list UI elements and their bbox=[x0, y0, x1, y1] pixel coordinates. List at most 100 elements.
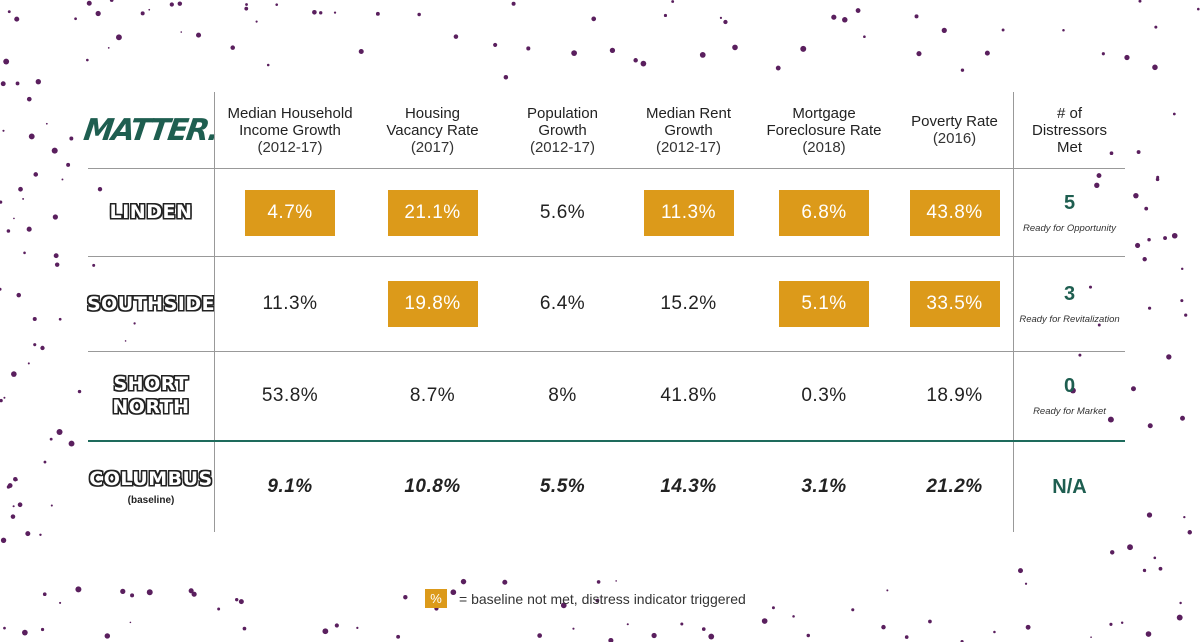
value-cell: 5.1% bbox=[752, 257, 896, 351]
value-cell: 10.8% bbox=[365, 442, 500, 532]
distressor-cell: 3 Ready for Revitalization bbox=[1013, 257, 1125, 351]
splatter-dot bbox=[526, 46, 531, 51]
value-cell: 11.3% bbox=[625, 169, 752, 256]
splatter-dot bbox=[3, 626, 6, 630]
value-cell: 19.8% bbox=[365, 257, 500, 351]
splatter-dot bbox=[831, 14, 837, 20]
value-cell: 9.1% bbox=[214, 442, 365, 532]
splatter-dot bbox=[358, 49, 364, 55]
triggered-value: 6.8% bbox=[779, 189, 869, 236]
splatter-dot bbox=[238, 599, 244, 605]
splatter-dot bbox=[255, 20, 258, 23]
splatter-dot bbox=[417, 12, 421, 17]
readiness-label: Ready for Revitalization bbox=[1019, 314, 1120, 325]
splatter-dot bbox=[503, 74, 509, 80]
distress-table: MATTER. Median Household Income Growth (2… bbox=[82, 92, 1125, 532]
splatter-dot bbox=[626, 623, 629, 626]
splatter-dot bbox=[493, 42, 498, 47]
splatter-dot bbox=[86, 0, 92, 6]
value-cell: 53.8% bbox=[214, 352, 365, 440]
splatter-dot bbox=[1183, 515, 1186, 519]
splatter-dot bbox=[22, 629, 28, 636]
splatter-dot bbox=[792, 615, 795, 618]
value-cell: 5.5% bbox=[500, 442, 625, 532]
splatter-dot bbox=[537, 633, 542, 638]
splatter-dot bbox=[120, 588, 126, 594]
splatter-dot bbox=[61, 178, 64, 181]
splatter-dot bbox=[1107, 416, 1114, 423]
splatter-dot bbox=[460, 578, 467, 585]
column-header: Median Household Income Growth (2012-17) bbox=[214, 92, 365, 168]
splatter-dot bbox=[115, 34, 122, 41]
splatter-dot bbox=[39, 533, 42, 536]
splatter-dot bbox=[7, 10, 11, 14]
splatter-dot bbox=[0, 200, 3, 204]
value: 8% bbox=[548, 385, 577, 406]
splatter-dot bbox=[319, 11, 323, 15]
splatter-dot bbox=[16, 292, 21, 298]
splatter-dot bbox=[75, 586, 82, 593]
value-cell: 4.7% bbox=[214, 169, 365, 256]
splatter-dot bbox=[17, 502, 23, 508]
neighborhood-name: SOUTHSIDE bbox=[86, 292, 216, 315]
splatter-dot bbox=[23, 251, 26, 255]
column-period: (2017) bbox=[410, 138, 455, 156]
table-row: LINDEN 4.7% 21.1% 5.6% 11.3% 6.8% 43.8% 5 Ready … bbox=[88, 169, 1125, 257]
splatter-dot bbox=[1180, 415, 1185, 421]
splatter-dot bbox=[1025, 624, 1031, 630]
splatter-dot bbox=[1101, 52, 1105, 56]
neighborhood-name: COLUMBUS bbox=[89, 468, 213, 490]
splatter-dot bbox=[25, 531, 31, 537]
splatter-dot bbox=[45, 122, 48, 125]
splatter-dot bbox=[1180, 267, 1184, 271]
splatter-dot bbox=[85, 58, 89, 62]
splatter-dot bbox=[77, 389, 82, 394]
value-cell: 21.1% bbox=[365, 169, 500, 256]
splatter-dot bbox=[58, 317, 62, 321]
triggered-value: 21.1% bbox=[387, 189, 478, 236]
splatter-dot bbox=[51, 147, 58, 154]
splatter-dot bbox=[1166, 354, 1172, 360]
splatter-dot bbox=[6, 229, 11, 233]
splatter-dot bbox=[723, 19, 728, 25]
splatter-dot bbox=[1187, 530, 1192, 535]
splatter-dot bbox=[916, 51, 922, 57]
splatter-dot bbox=[33, 172, 39, 177]
column-header: Mortgage Foreclosure Rate (2018) bbox=[752, 92, 896, 168]
splatter-dot bbox=[40, 345, 45, 351]
distressor-cell: N/A bbox=[1013, 442, 1125, 532]
value: 8.7% bbox=[409, 385, 456, 406]
splatter-dot bbox=[453, 34, 459, 39]
value-cell: 33.5% bbox=[896, 257, 1013, 351]
splatter-dot bbox=[1062, 29, 1065, 32]
splatter-dot bbox=[26, 226, 32, 232]
splatter-dot bbox=[191, 591, 197, 597]
value-cell: 14.3% bbox=[625, 442, 752, 532]
baseline-label: (baseline) bbox=[127, 495, 175, 506]
value-cell: 6.8% bbox=[752, 169, 896, 256]
value-cell: 8.7% bbox=[365, 352, 500, 440]
splatter-dot bbox=[1158, 566, 1163, 571]
splatter-dot bbox=[640, 60, 647, 67]
splatter-dot bbox=[92, 263, 96, 267]
splatter-dot bbox=[886, 589, 889, 592]
splatter-dot bbox=[334, 623, 339, 628]
value: 3.1% bbox=[801, 476, 847, 497]
value: 18.9% bbox=[926, 385, 983, 406]
splatter-dot bbox=[904, 635, 909, 639]
neighborhood-cell: SHORT NORTH bbox=[88, 352, 214, 440]
splatter-dot bbox=[74, 17, 77, 21]
splatter-dot bbox=[1147, 237, 1151, 242]
splatter-dot bbox=[140, 11, 145, 16]
splatter-dot bbox=[806, 633, 811, 638]
logo-cell: MATTER. bbox=[82, 92, 220, 168]
column-header: Population Growth (2012-17) bbox=[500, 92, 625, 168]
value-cell: 5.6% bbox=[500, 169, 625, 256]
splatter-dot bbox=[708, 633, 715, 640]
neighborhood-cell: SOUTHSIDE bbox=[86, 257, 216, 351]
splatter-dot bbox=[701, 627, 706, 631]
splatter-dot bbox=[1176, 614, 1183, 621]
splatter-dot bbox=[230, 45, 235, 50]
splatter-dot bbox=[633, 58, 638, 63]
splatter-dot bbox=[66, 162, 71, 167]
